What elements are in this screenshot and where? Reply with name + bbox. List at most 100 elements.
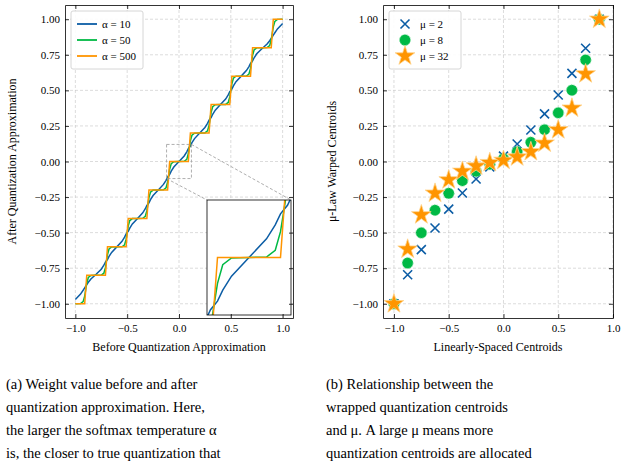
point [398,239,418,258]
tick [289,126,293,127]
tick-label: −0.50 [353,227,379,239]
legend-label: μ = 8 [420,34,444,46]
tick [609,197,613,198]
point [431,223,440,232]
tick-mark [383,162,387,163]
line-series [207,200,291,315]
tick-label: −0.25 [353,191,379,203]
tick-label: −1.00 [353,298,379,310]
tick: 0.00 [359,156,387,168]
legend-label: α = 500 [102,50,136,62]
caption: (a) Weight value before and afterquantiz… [6,376,221,461]
tick-mark [503,314,504,318]
tick-label: 1.00 [41,13,61,25]
point [466,156,486,175]
point [458,188,467,197]
tick-label: 0.5 [224,322,238,334]
tick-mark [289,55,293,56]
point [439,170,459,189]
tick [283,5,284,9]
tick-label: −1.0 [66,322,86,334]
point [581,44,590,53]
tick-mark [609,90,613,91]
legend-label: μ = 32 [420,50,449,62]
tick-mark [65,55,69,56]
tick-mark [609,126,613,127]
point [540,109,549,118]
inset-connector [167,179,207,200]
tick-mark [383,233,387,234]
tick-label: −0.25 [35,191,61,203]
legend-swatch [77,23,97,25]
tick-label: 0.25 [41,120,61,132]
grid-line [383,303,613,304]
tick [609,90,613,91]
y-axis-title: μ-Law Warped Centroids [325,101,339,223]
point [526,126,535,135]
tick-mark [127,5,128,9]
tick-label: −0.50 [35,227,61,239]
tick-label: −0.5 [439,322,459,334]
tick: 0.5 [224,314,238,334]
tick [289,268,293,269]
tick-mark [65,162,69,163]
tick: −1.0 [66,314,86,334]
inset-frame [207,200,291,315]
tick: −0.50 [35,227,69,239]
point [576,64,596,83]
tick-label: 0.0 [173,322,187,334]
tick-label: −1.0 [384,322,404,334]
tick-label: 0.00 [41,156,61,168]
tick [449,5,450,9]
axis-x-bottom: −1.0−0.50.00.51.0 [66,314,294,334]
tick-mark [383,19,387,20]
legend-label: α = 50 [102,34,131,46]
tick: 0.25 [359,120,387,132]
point [444,205,453,214]
tick: −0.50 [353,227,387,239]
tick-mark [449,314,450,318]
tick [179,5,180,9]
tick [394,5,395,9]
tick-mark [179,314,180,318]
caption-line: quantization centroids are allocated [326,445,532,461]
axis-line [384,5,614,6]
tick-mark [289,197,293,198]
tick [289,90,293,91]
legend-box [389,11,461,69]
legend-swatch [77,39,97,41]
inset-region [167,144,192,178]
tick-mark [289,268,293,269]
tick-mark [383,197,387,198]
point [430,205,441,216]
axis-line [613,6,614,319]
caption-line: quantization approximation. Here, [6,399,205,415]
tick [75,5,76,9]
tick [609,162,613,163]
tick [609,55,613,56]
figure: −1.0−0.50.00.51.0−1.00−0.75−0.50−0.250.0… [0,0,640,471]
panel: −1.0−0.50.00.51.0−1.00−0.75−0.50−0.250.0… [325,5,621,354]
tick [289,19,293,20]
line-series [207,200,291,315]
tick: −0.25 [353,191,387,203]
tick-mark [65,126,69,127]
tick-mark [289,233,293,234]
axis-x-bottom: −1.0−0.50.00.51.0 [384,314,621,334]
axis-y-left: −1.00−0.75−0.50−0.250.000.250.500.751.00 [353,6,387,319]
tick-mark [558,314,559,318]
tick: 0.00 [41,156,69,168]
tick-label: 1.00 [359,13,379,25]
grid-line [383,161,613,162]
panel: −1.0−0.50.00.51.0−1.00−0.75−0.50−0.250.0… [0,0,599,471]
grid-line [383,268,613,269]
tick-label: 0.75 [41,49,61,61]
point [480,152,500,171]
tick-mark [609,19,613,20]
tick-mark [394,314,395,318]
tick [609,126,613,127]
point [443,188,454,199]
grid-line [65,90,293,91]
tick: −0.25 [35,191,69,203]
tick: 0.0 [173,314,187,334]
